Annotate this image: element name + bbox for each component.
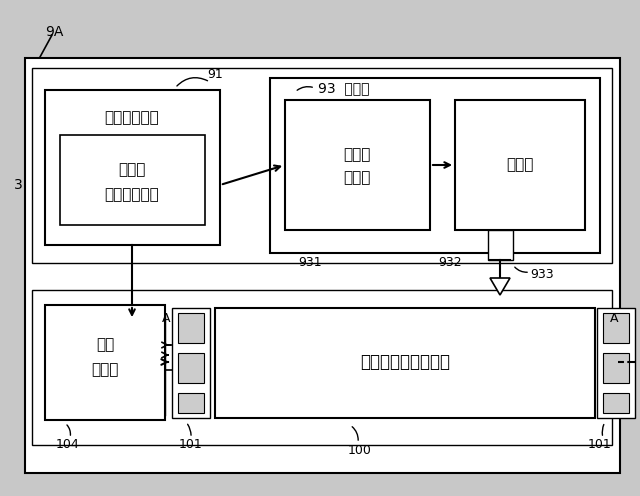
Bar [597,308,635,418]
Bar [178,393,204,413]
Bar [32,68,612,263]
Bar [270,78,600,253]
Bar [45,305,165,420]
Polygon shape [490,278,510,295]
Text: シート: シート [118,163,146,178]
Text: 9A: 9A [45,25,63,39]
Bar [488,230,513,260]
Bar [603,393,629,413]
Text: コンピュータ: コンピュータ [104,111,159,125]
Text: 101: 101 [179,438,203,451]
Text: A: A [610,311,618,324]
Text: 駆動部: 駆動部 [506,158,534,173]
Text: 101: 101 [588,438,612,451]
Text: 回転: 回転 [96,337,114,353]
Text: 93  彫刻機: 93 彫刻機 [318,81,369,95]
Bar [172,308,210,418]
Bar [603,353,629,383]
Text: 933: 933 [530,268,554,282]
Bar [455,100,585,230]
Bar [25,58,620,473]
Text: エンボス版シリンダ: エンボス版シリンダ [360,353,450,371]
Text: 制御部: 制御部 [343,171,371,186]
Text: 駆動部: 駆動部 [92,363,118,377]
Bar [178,353,204,383]
Text: 104: 104 [56,438,80,451]
Text: 931: 931 [298,255,322,268]
Bar [215,308,595,418]
Text: ハイトデータ: ハイトデータ [104,187,159,202]
Bar [285,100,430,230]
Bar [603,313,629,343]
Text: 3: 3 [13,178,22,192]
Bar [32,290,612,445]
Bar [60,135,205,225]
Text: A: A [161,311,170,324]
Text: 彫刻機: 彫刻機 [343,147,371,163]
Text: 932: 932 [438,255,462,268]
Bar [45,90,220,245]
Bar [178,313,204,343]
Text: 91: 91 [207,68,223,81]
Text: 100: 100 [348,443,372,456]
